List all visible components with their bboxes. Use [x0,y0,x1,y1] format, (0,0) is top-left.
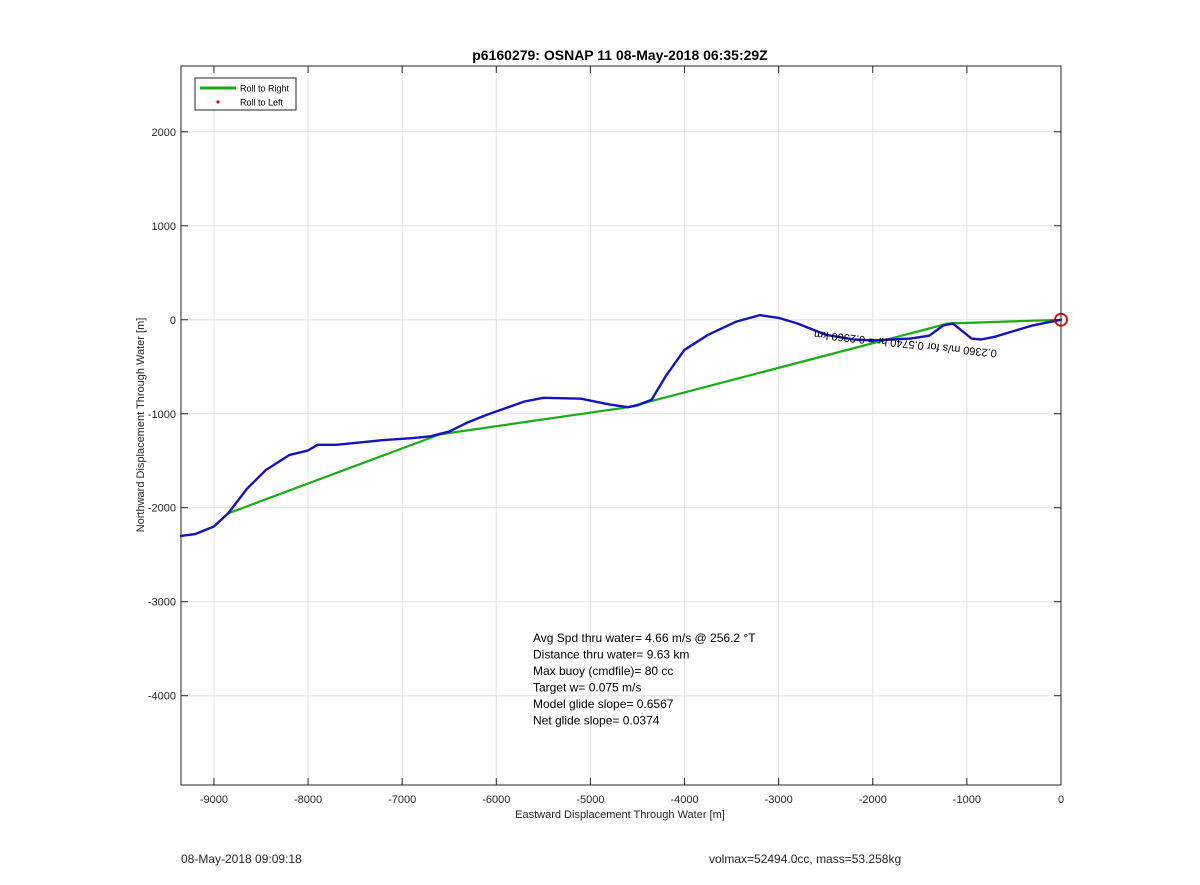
stats-annotation: Avg Spd thru water= 4.66 m/s @ 256.2 °T D… [533,631,756,728]
series-layer [179,313,1063,538]
x-tick-label: -7000 [388,794,416,806]
x-tick-label: -1000 [953,794,981,806]
axes-box [180,65,1062,786]
y-tick-label: 0 [170,315,176,327]
stats-line: Net glide slope= 0.0374 [533,714,660,728]
stats-line: Model glide slope= 0.6567 [533,697,674,711]
stats-line: Target w= 0.075 m/s [533,681,641,695]
stats-line: Max buoy (cmdfile)= 80 cc [533,664,673,678]
plot-background [181,66,1061,785]
legend-label: Roll to Left [240,98,284,108]
y-tick-label: 1000 [152,221,176,233]
y-tick-label: -3000 [148,597,176,609]
x-tick-label: -8000 [294,794,322,806]
chart-title: p6160279: OSNAP 11 08-May-2018 06:35:29Z [472,47,768,63]
x-tick-label: 0 [1058,794,1064,806]
y-tick-label: -2000 [148,503,176,515]
legend-label: Roll to Right [240,84,290,94]
x-tick-label: -9000 [200,794,228,806]
y-tick-label: -1000 [148,409,176,421]
axes: -9000 -8000 -7000 -6000 -5000 -4000 -3000 -2000… [148,65,1064,806]
x-tick-label: -4000 [670,794,698,806]
plot-area [181,66,1061,785]
legend-box [194,77,297,111]
x-tick-label: -5000 [576,794,604,806]
footer-timestamp: 08-May-2018 09:09:18 [181,852,302,866]
x-tick-label: -2000 [859,794,887,806]
stats-line: Distance thru water= 9.63 km [533,648,689,662]
series-track-line [179,313,1063,538]
legend-dot-swatch [216,100,220,104]
x-tick-label: -3000 [765,794,793,806]
stats-line: Avg Spd thru water= 4.66 m/s @ 256.2 °T [533,631,756,645]
legend: Roll to Right Roll to Left [194,77,297,111]
y-tick-label: -4000 [148,691,176,703]
x-axis-label: Eastward Displacement Through Water [m] [515,809,725,821]
y-axis-label: Northward Displacement Through Water [m] [135,318,147,533]
x-tick-label: -6000 [482,794,510,806]
y-tick-label: 2000 [152,127,176,139]
footer-volmax-mass: volmax=52494.0cc, mass=53.258kg [709,852,902,866]
